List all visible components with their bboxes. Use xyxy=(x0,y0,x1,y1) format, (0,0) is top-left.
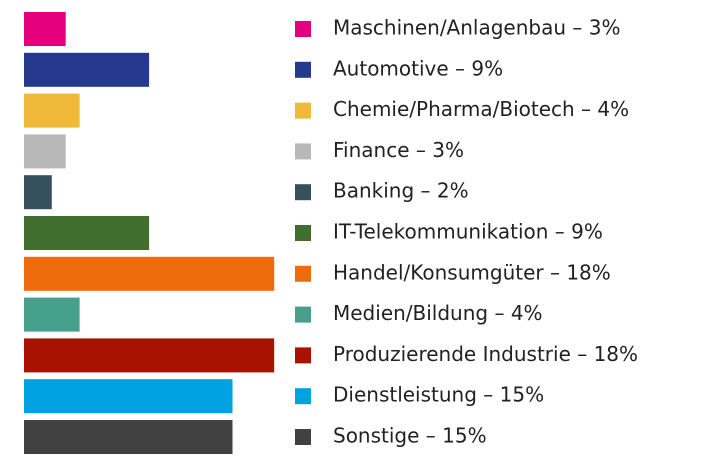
legend-label: Medien/Bildung – 4% xyxy=(333,301,543,325)
legend-label: Sonstige – 15% xyxy=(333,424,487,448)
legend-label: Automotive – 9% xyxy=(333,56,503,80)
legend-swatch xyxy=(295,265,311,282)
legend-label: Banking – 2% xyxy=(333,179,469,203)
legend-swatch xyxy=(295,429,311,445)
bar xyxy=(24,216,150,250)
legend-swatch xyxy=(295,143,311,160)
legend-swatch xyxy=(295,225,311,241)
bar xyxy=(24,420,233,454)
legend-swatch xyxy=(295,61,311,78)
legend-label: Maschinen/Anlagenbau – 3% xyxy=(333,16,620,40)
legend-swatch xyxy=(295,306,311,323)
legend-swatch xyxy=(295,388,311,405)
legend-label: Chemie/Pharma/Biotech – 4% xyxy=(333,97,629,121)
bar xyxy=(24,256,275,291)
bar xyxy=(24,297,80,332)
legend-label: Produzierende Industrie – 18% xyxy=(333,342,638,366)
bar xyxy=(24,338,275,373)
legend-swatch xyxy=(295,21,311,37)
legend-swatch xyxy=(295,102,311,119)
bar xyxy=(24,379,233,414)
bar xyxy=(24,93,80,128)
legend-swatch xyxy=(295,184,311,201)
legend-label: Dienstleistung – 15% xyxy=(333,383,544,407)
legend-label: IT-Telekommunikation – 9% xyxy=(333,220,603,244)
legend-swatch xyxy=(295,347,311,364)
bar xyxy=(24,52,150,87)
legend-label: Handel/Konsumgüter – 18% xyxy=(333,260,611,284)
bar xyxy=(24,134,66,169)
bar xyxy=(24,175,52,210)
bar xyxy=(24,12,66,46)
legend-label: Finance – 3% xyxy=(333,138,464,162)
